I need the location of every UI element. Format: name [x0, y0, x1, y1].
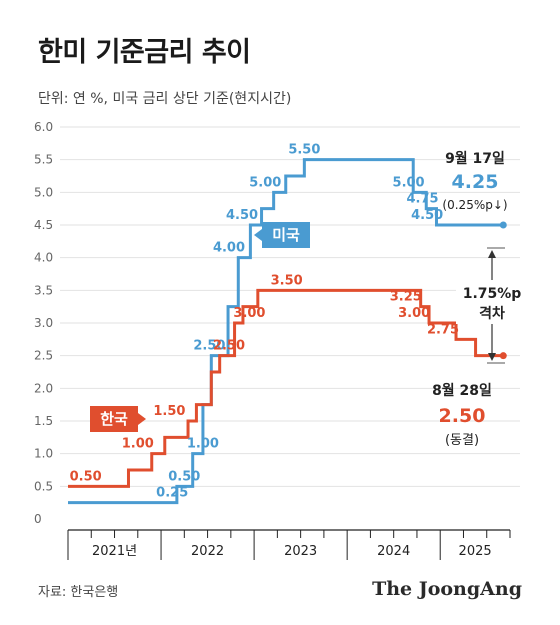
- us-latest-point: [499, 221, 507, 229]
- y-tick-label: 3.5: [34, 283, 53, 297]
- page-title: 한미 기준금리 추이: [38, 37, 251, 68]
- data-label: 1.50: [153, 404, 185, 419]
- x-tick-label: 2023: [284, 544, 317, 559]
- us-rate-line: [68, 158, 507, 505]
- brand-logo: The JoongAng: [372, 578, 522, 600]
- us-badge: 미국: [254, 222, 310, 248]
- y-tick-label: 1.5: [34, 414, 53, 428]
- x-tick-label: 2024: [377, 544, 410, 559]
- data-label: 4.50: [411, 208, 443, 223]
- data-label: 3.50: [271, 273, 303, 288]
- y-tick-label: 3.0: [34, 316, 53, 330]
- korea-badge-label: 한국: [100, 410, 128, 428]
- data-label: 4.00: [213, 241, 245, 256]
- data-label: 2.75: [427, 322, 459, 337]
- us-change-label: (0.25%p↓): [442, 198, 507, 212]
- data-label: 5.00: [249, 175, 281, 190]
- x-tick-label: 2025: [459, 544, 492, 559]
- data-label: 2.50: [193, 339, 225, 354]
- data-label: 5.50: [288, 143, 320, 158]
- korea-rate-line: [68, 288, 507, 488]
- korea-latest-value: 2.50: [439, 405, 486, 427]
- unit-subtitle: 단위: 연 %, 미국 금리 상단 기준(현지시간): [38, 91, 292, 107]
- y-tick-label: 1.0: [34, 447, 53, 461]
- data-label: 3.00: [398, 306, 430, 321]
- data-label: 1.00: [187, 437, 219, 452]
- y-tick-label: 0: [34, 512, 42, 526]
- y-tick-label: 5.5: [34, 153, 53, 167]
- source-note: 자료: 한국은행: [38, 585, 119, 600]
- us-badge-label: 미국: [272, 226, 300, 244]
- y-tick-label: 5.0: [34, 185, 53, 199]
- korea-badge: 한국: [90, 406, 146, 432]
- data-label: 3.25: [390, 290, 422, 305]
- data-label: 2.50: [213, 339, 245, 354]
- data-label: 0.50: [168, 469, 200, 484]
- data-label: 4.75: [406, 192, 438, 207]
- us-latest-value: 4.25: [452, 171, 499, 193]
- y-tick-label: 2.0: [34, 381, 53, 395]
- y-tick-label: 0.5: [34, 479, 53, 493]
- data-label: 5.00: [393, 175, 425, 190]
- y-tick-label: 2.5: [34, 349, 53, 363]
- korea-latest-point: [499, 352, 507, 360]
- data-label: 4.50: [226, 208, 258, 223]
- x-axis-layer: 2021년 2022 2023 2024 2025: [67, 529, 511, 560]
- us-date-label: 9월 17일: [445, 150, 505, 167]
- korea-status-label: (동결): [445, 433, 479, 448]
- y-tick-label: 6.0: [34, 120, 53, 134]
- data-label-layer: 0.25 0.50 1.00 2.50 4.00 4.50 5.00 5.50 5.00 4.75…: [70, 143, 459, 501]
- data-label: 0.25: [156, 486, 188, 501]
- x-tick-label: 2021년: [92, 544, 137, 559]
- korea-date-label: 8월 28일: [432, 382, 492, 399]
- y-tick-label: 4.0: [34, 251, 53, 265]
- y-tick-layer: 0 0.5 1.0 1.5 2.0 2.5 3.0 3.5 4.0 4.5 5.0 5.5 6.0: [34, 120, 53, 526]
- x-tick-label: 2022: [191, 544, 224, 559]
- y-tick-label: 4.5: [34, 218, 53, 232]
- data-label: 0.50: [70, 469, 102, 484]
- gap-value: 1.75%p: [463, 286, 522, 302]
- data-label: 3.00: [233, 306, 265, 321]
- gap-label: 격차: [479, 305, 505, 322]
- series-layer: [68, 158, 507, 505]
- data-label: 1.00: [122, 437, 154, 452]
